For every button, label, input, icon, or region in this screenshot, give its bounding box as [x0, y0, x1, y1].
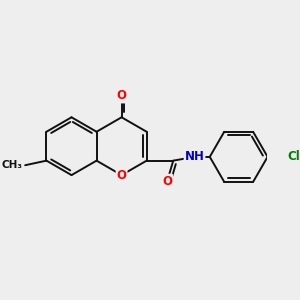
- Text: O: O: [162, 175, 172, 188]
- Text: CH₃: CH₃: [2, 160, 23, 170]
- Text: NH: NH: [184, 150, 205, 163]
- Text: O: O: [117, 169, 127, 182]
- Text: Cl: Cl: [287, 150, 300, 163]
- Text: O: O: [117, 89, 127, 103]
